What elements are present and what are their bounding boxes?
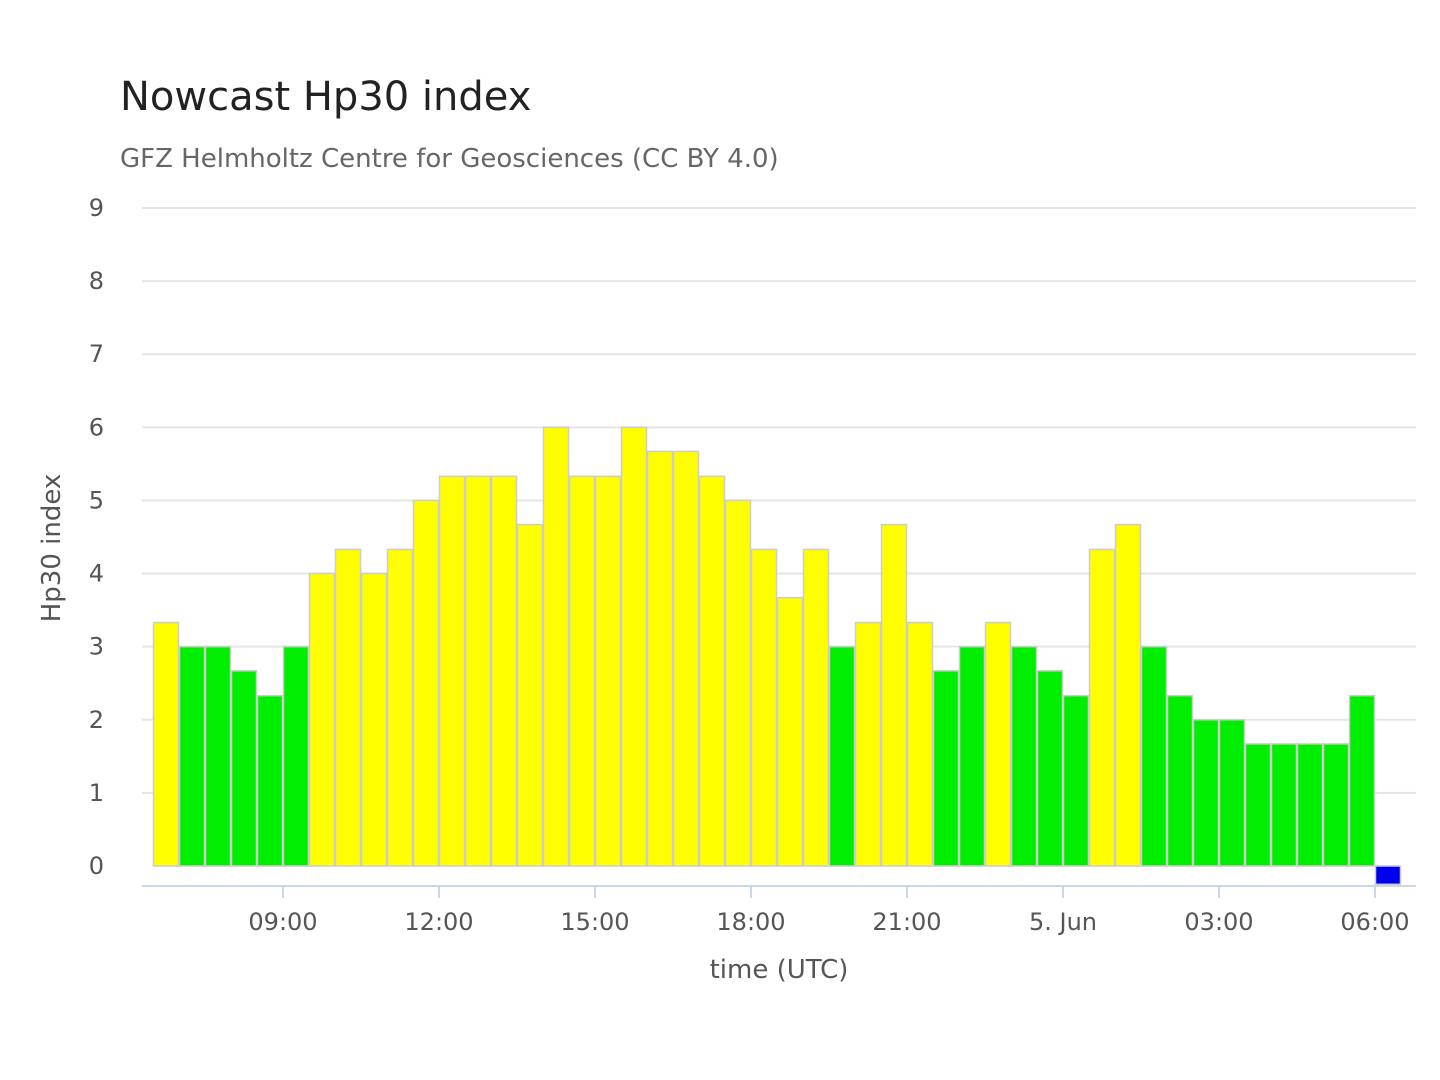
bar[interactable] [906,621,934,867]
bar[interactable] [230,670,258,867]
bar[interactable] [1140,645,1168,867]
bar[interactable] [958,645,986,867]
bar[interactable] [828,645,856,867]
bar[interactable] [1322,743,1350,867]
bar[interactable] [1192,719,1220,867]
bar[interactable] [1114,523,1142,867]
bar[interactable] [1374,865,1402,886]
bar[interactable] [282,645,310,867]
bar[interactable] [880,523,908,867]
y-tick-label: 0 [89,852,104,880]
bar[interactable] [412,499,440,867]
y-tick-label: 6 [89,413,104,441]
x-tick-label: 09:00 [248,908,317,936]
bar[interactable] [1036,670,1064,867]
bar[interactable] [1218,719,1246,867]
bar[interactable] [256,694,284,867]
bar[interactable] [802,548,830,867]
x-tick-label: 06:00 [1340,908,1409,936]
x-tick-label: 15:00 [560,908,629,936]
bar[interactable] [360,572,388,867]
bar[interactable] [1270,743,1298,867]
bar[interactable] [308,572,336,867]
bar[interactable] [178,645,206,867]
bar[interactable] [516,523,544,867]
bars [152,426,1402,886]
chart-title: Nowcast Hp30 index [120,74,532,120]
y-tick-label: 5 [89,486,104,514]
bar[interactable] [932,670,960,867]
bar[interactable] [152,621,180,867]
x-axis-ticks: 09:00 12:00 15:00 18:00 21:00 5. Jun 03:00 06:0… [248,886,1410,936]
y-tick-label: 2 [89,706,104,734]
bar[interactable] [724,499,752,867]
y-tick-label: 7 [89,340,104,368]
y-axis-title: Hp30 index [37,474,67,623]
bar[interactable] [204,645,232,867]
bar[interactable] [672,450,700,867]
bar[interactable] [568,475,596,867]
bar[interactable] [1296,743,1324,867]
bar[interactable] [984,621,1012,867]
bar[interactable] [1348,694,1376,867]
bar[interactable] [594,475,622,867]
y-tick-label: 4 [89,560,104,588]
bar[interactable] [620,426,648,867]
bar[interactable] [490,475,518,867]
bar[interactable] [698,475,726,867]
bar[interactable] [1088,548,1116,867]
x-tick-label: 21:00 [872,908,941,936]
x-tick-label: 12:00 [404,908,473,936]
bar[interactable] [438,475,466,867]
bar[interactable] [334,548,362,867]
bar[interactable] [464,475,492,867]
x-tick-label: 18:00 [716,908,785,936]
x-tick-label: 03:00 [1184,908,1253,936]
bar[interactable] [386,548,414,867]
bar[interactable] [1010,645,1038,867]
bar[interactable] [542,426,570,867]
bar[interactable] [750,548,778,867]
y-tick-label: 8 [89,267,104,295]
bar[interactable] [646,450,674,867]
y-tick-label: 9 [89,194,104,222]
bar[interactable] [1244,743,1272,867]
bar[interactable] [1062,694,1090,867]
bar[interactable] [776,596,804,867]
y-axis-tick-labels: 0 1 2 3 4 5 6 7 8 9 [89,194,104,880]
chart-subtitle: GFZ Helmholtz Centre for Geosciences (CC… [120,144,779,174]
y-tick-label: 3 [89,633,104,661]
x-axis-title: time (UTC) [710,955,849,985]
bar[interactable] [854,621,882,867]
bar[interactable] [1166,694,1194,867]
y-tick-label: 1 [89,779,104,807]
x-tick-label: 5. Jun [1029,908,1097,936]
